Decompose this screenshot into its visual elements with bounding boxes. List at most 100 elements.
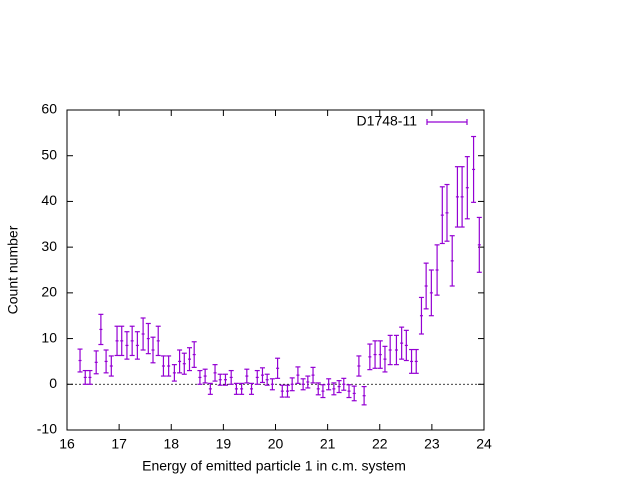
x-tick-label: 23 (424, 436, 440, 452)
error-bar (393, 334, 399, 366)
error-bar (87, 369, 93, 385)
x-tick-label: 17 (111, 436, 127, 452)
error-bar (361, 385, 367, 406)
error-bar (464, 156, 470, 220)
error-bar (191, 341, 197, 368)
error-bar (77, 348, 83, 373)
error-bar (459, 166, 465, 228)
error-bar (372, 340, 378, 369)
error-bar (315, 382, 321, 396)
error-bar (239, 382, 245, 395)
error-bar (310, 366, 316, 384)
error-bar (249, 382, 255, 395)
x-tick-label: 18 (163, 436, 179, 452)
error-bar (341, 377, 347, 391)
error-bar (476, 216, 482, 273)
error-bar (177, 349, 183, 374)
error-bar (449, 235, 455, 287)
error-bar (124, 331, 130, 360)
error-bar (166, 355, 172, 377)
error-bar (413, 348, 419, 374)
error-bar (409, 348, 415, 374)
error-bar (331, 382, 337, 396)
error-bar (98, 313, 104, 346)
error-bar (346, 384, 352, 399)
x-tick-label: 19 (216, 436, 232, 452)
error-bar (197, 369, 203, 385)
error-bar (155, 325, 161, 357)
error-bar (119, 325, 125, 357)
error-bar (269, 378, 275, 391)
error-bar (82, 369, 88, 385)
error-bar (387, 334, 393, 366)
error-bar (336, 380, 342, 394)
error-bar (418, 296, 424, 335)
error-bar (356, 355, 362, 377)
error-bar (275, 357, 281, 379)
error-bar (279, 384, 285, 398)
error-bar (326, 378, 332, 391)
error-bar (471, 135, 477, 203)
y-axis-label: Count number (5, 225, 21, 314)
error-bar (160, 355, 166, 377)
error-bar (351, 385, 357, 402)
error-bar (207, 382, 213, 395)
error-bar (217, 373, 223, 386)
error-bar (103, 349, 109, 374)
error-bar (233, 382, 239, 395)
x-tick-label: 24 (476, 436, 492, 452)
y-tick-label: -10 (37, 421, 57, 437)
y-tick-label: 10 (41, 329, 57, 345)
error-bar (284, 384, 290, 398)
error-bar (212, 364, 218, 382)
error-bar (140, 317, 146, 351)
error-bar (150, 336, 156, 364)
y-tick-label: 40 (41, 192, 57, 208)
x-tick-label: 21 (320, 436, 336, 452)
error-bar (222, 373, 228, 386)
error-bar (181, 352, 187, 375)
x-tick-label: 22 (372, 436, 388, 452)
error-bar (108, 355, 114, 377)
error-bar (129, 325, 135, 357)
error-bar (428, 269, 434, 317)
x-tick-label: 16 (59, 436, 75, 452)
error-bar (377, 340, 383, 369)
x-tick-label: 20 (268, 436, 284, 452)
error-bar (423, 262, 429, 310)
error-bar (289, 377, 295, 392)
y-tick-label: 30 (41, 238, 57, 254)
error-bar (382, 345, 388, 373)
error-bar (300, 378, 306, 391)
y-tick-label: 60 (41, 101, 57, 117)
error-bar (186, 347, 192, 372)
error-bar (228, 369, 234, 385)
x-axis-label: Energy of emitted particle 1 in c.m. sys… (142, 458, 406, 474)
error-bar (264, 373, 270, 386)
error-bar (403, 329, 409, 362)
error-bar (439, 186, 445, 245)
error-bar (254, 369, 260, 385)
error-bar (305, 375, 311, 389)
y-tick-label: 0 (49, 375, 57, 391)
y-tick-label: 20 (41, 284, 57, 300)
error-bar (399, 326, 405, 360)
error-bar (134, 331, 140, 360)
error-bar (145, 322, 151, 355)
error-bar (93, 350, 99, 375)
error-bar (244, 368, 250, 384)
error-bar (295, 366, 301, 384)
error-bar (320, 384, 326, 399)
error-bar (444, 183, 450, 242)
error-bar (434, 244, 440, 296)
error-bar (454, 166, 460, 228)
error-bar (202, 368, 208, 384)
y-tick-label: 50 (41, 146, 57, 162)
legend-label: D1748-11 (357, 113, 418, 129)
plot-frame (66, 109, 485, 431)
error-bar (171, 364, 177, 382)
error-bar (259, 367, 265, 384)
error-bar (367, 343, 373, 371)
error-bar (114, 325, 120, 357)
